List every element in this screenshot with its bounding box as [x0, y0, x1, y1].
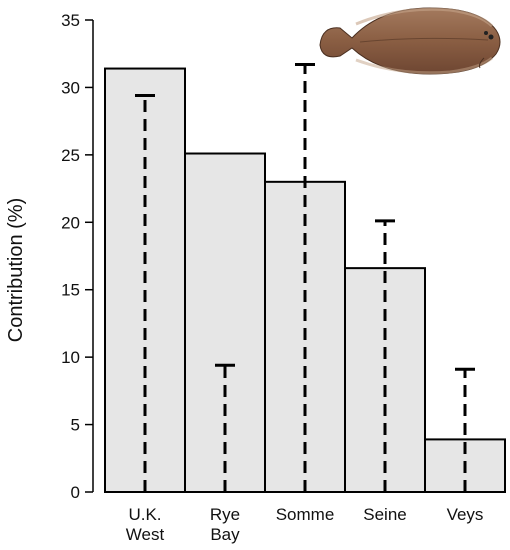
x-category-label: Seine [363, 505, 406, 524]
y-tick-label: 10 [61, 348, 80, 367]
x-category-label: Veys [447, 505, 484, 524]
x-category-label: Bay [210, 525, 240, 544]
sole-fish-icon [319, 7, 501, 75]
x-category-label: Rye [210, 505, 240, 524]
x-category-label: U.K. [128, 505, 161, 524]
error-bars-layer [135, 63, 475, 492]
y-tick-label: 35 [61, 11, 80, 30]
bar [184, 152, 266, 493]
bar [344, 267, 426, 493]
y-axis: 0 5 10 15 20 25 30 35 [61, 11, 94, 502]
x-category-label: West [126, 525, 165, 544]
y-tick-label: 5 [71, 416, 80, 435]
y-tick-label: 30 [61, 78, 80, 97]
y-axis-label: Contribution (%) [5, 198, 27, 343]
y-tick-label: 25 [61, 146, 80, 165]
x-category-label: Somme [276, 505, 335, 524]
y-tick-label: 15 [61, 281, 80, 300]
y-tick-label: 0 [71, 483, 80, 502]
y-tick-label: 20 [61, 213, 80, 232]
